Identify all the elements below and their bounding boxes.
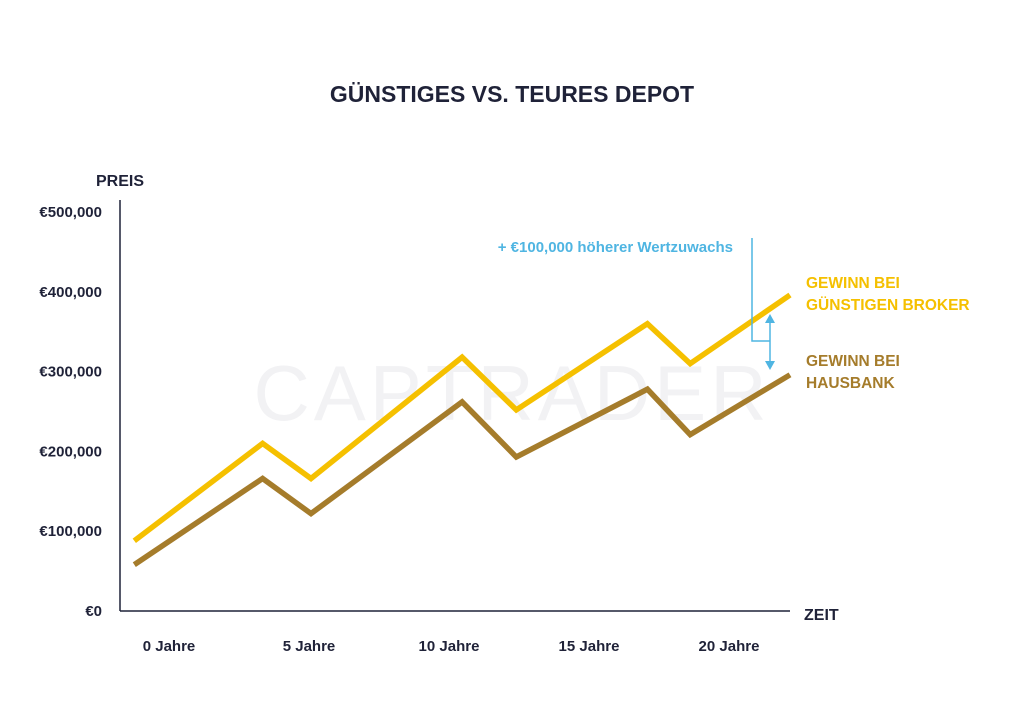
difference-annotation: + €100,000 höherer Wertzuwachs (498, 238, 775, 370)
series-line-1 (132, 292, 792, 543)
x-tick-label: 0 Jahre (143, 638, 196, 655)
y-tick-label: €300,000 (39, 364, 102, 381)
y-tick-labels: €0 €100,000 €200,000 €300,000 €400,000 €500,0… (39, 204, 102, 620)
y-tick-label: €100,000 (39, 523, 102, 540)
y-tick-label: €500,000 (39, 204, 102, 221)
legend-label-series-2: HAUSBANK (806, 375, 896, 392)
y-tick-label: €400,000 (39, 284, 102, 301)
annotation-arrowhead-bottom (765, 361, 775, 370)
chart-title: GÜNSTIGES VS. TEURES DEPOT (330, 81, 694, 107)
legend-label-series-1: GÜNSTIGEN BROKER (806, 297, 970, 314)
legend: GEWINN BEI GÜNSTIGEN BROKER GEWINN BEI HAUS… (806, 275, 970, 392)
series-lines (132, 292, 792, 567)
annotation-label: + €100,000 höherer Wertzuwachs (498, 239, 733, 256)
series-line-2 (132, 372, 792, 567)
legend-label-series-2: GEWINN BEI (806, 353, 900, 370)
x-tick-label: 10 Jahre (419, 638, 480, 655)
y-tick-label: €200,000 (39, 443, 102, 460)
x-axis-title: ZEIT (804, 607, 839, 624)
annotation-arrowhead-top (765, 314, 775, 323)
x-tick-label: 20 Jahre (699, 638, 760, 655)
x-tick-label: 15 Jahre (559, 638, 620, 655)
x-tick-label: 5 Jahre (283, 638, 336, 655)
annotation-bracket (751, 238, 770, 342)
legend-label-series-1: GEWINN BEI (806, 275, 900, 292)
x-tick-labels: 0 Jahre 5 Jahre 10 Jahre 15 Jahre 20 Jahre (143, 638, 760, 655)
y-tick-label: €0 (85, 603, 102, 620)
y-axis-title: PREIS (96, 173, 144, 190)
